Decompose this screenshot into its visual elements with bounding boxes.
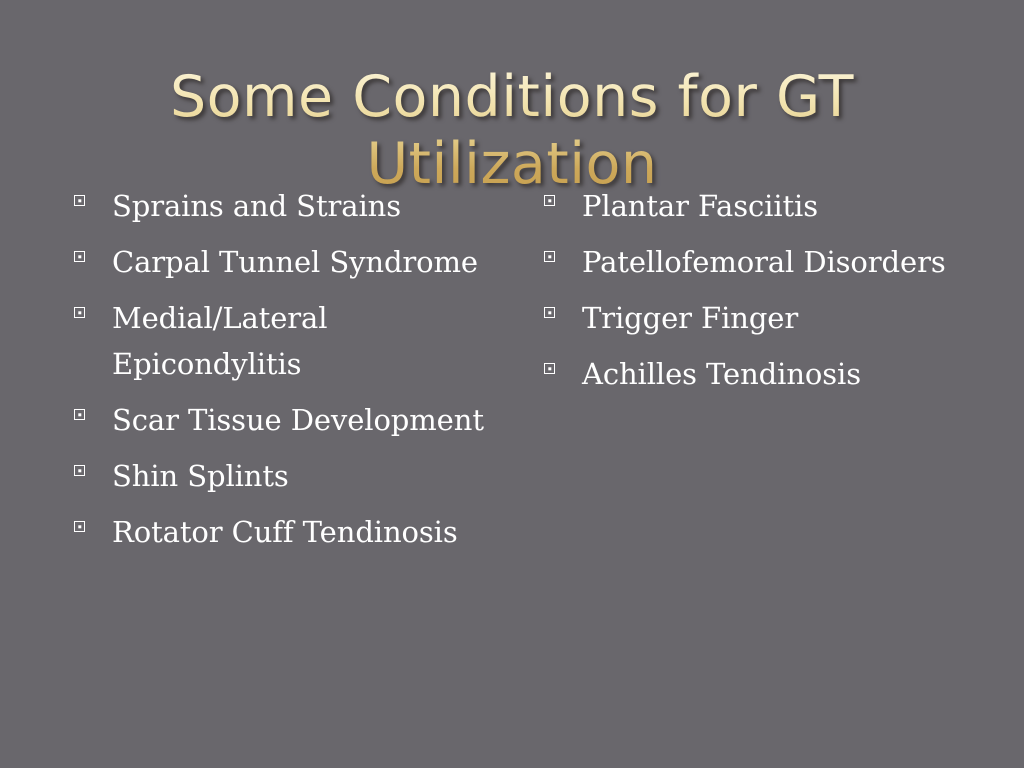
- list-item-label: Patellofemoral Disorders: [582, 245, 946, 279]
- square-dot-bullet-icon: [544, 307, 555, 318]
- list-item: Plantar Fasciitis: [544, 183, 974, 229]
- square-dot-bullet-icon: [544, 251, 555, 262]
- list-item: Trigger Finger: [544, 295, 974, 341]
- square-dot-bullet-icon: [74, 251, 85, 262]
- list-item: Sprains and Strains: [74, 183, 504, 229]
- right-column: Plantar Fasciitis Patellofemoral Disorde…: [544, 183, 974, 407]
- square-dot-bullet-icon: [544, 363, 555, 374]
- list-item-label: Rotator Cuff Tendinosis: [112, 515, 458, 549]
- square-dot-bullet-icon: [74, 307, 85, 318]
- square-dot-bullet-icon: [74, 465, 85, 476]
- list-item: Achilles Tendinosis: [544, 351, 974, 397]
- square-dot-bullet-icon: [74, 409, 85, 420]
- square-dot-bullet-icon: [74, 521, 85, 532]
- list-item: Carpal Tunnel Syndrome: [74, 239, 504, 285]
- list-item-label: Scar Tissue Development: [112, 403, 484, 437]
- list-item-label: Plantar Fasciitis: [582, 189, 819, 223]
- left-bullet-list: Sprains and Strains Carpal Tunnel Syndro…: [74, 183, 504, 555]
- list-item: Shin Splints: [74, 453, 504, 499]
- list-item: Rotator Cuff Tendinosis: [74, 509, 504, 555]
- page-title: Some Conditions for GT Utilization: [62, 64, 962, 198]
- list-item-label: Sprains and Strains: [112, 189, 401, 223]
- list-item: Scar Tissue Development: [74, 397, 504, 443]
- right-bullet-list: Plantar Fasciitis Patellofemoral Disorde…: [544, 183, 974, 397]
- list-item-label: Medial/Lateral Epicondylitis: [112, 301, 328, 381]
- square-dot-bullet-icon: [74, 195, 85, 206]
- list-item-label: Trigger Finger: [582, 301, 799, 335]
- slide-content: Sprains and Strains Carpal Tunnel Syndro…: [0, 183, 1024, 723]
- list-item-label: Carpal Tunnel Syndrome: [112, 245, 478, 279]
- list-item: Medial/Lateral Epicondylitis: [74, 295, 504, 387]
- list-item-label: Achilles Tendinosis: [582, 357, 861, 391]
- list-item: Patellofemoral Disorders: [544, 239, 974, 285]
- left-column: Sprains and Strains Carpal Tunnel Syndro…: [74, 183, 504, 565]
- square-dot-bullet-icon: [544, 195, 555, 206]
- list-item-label: Shin Splints: [112, 459, 289, 493]
